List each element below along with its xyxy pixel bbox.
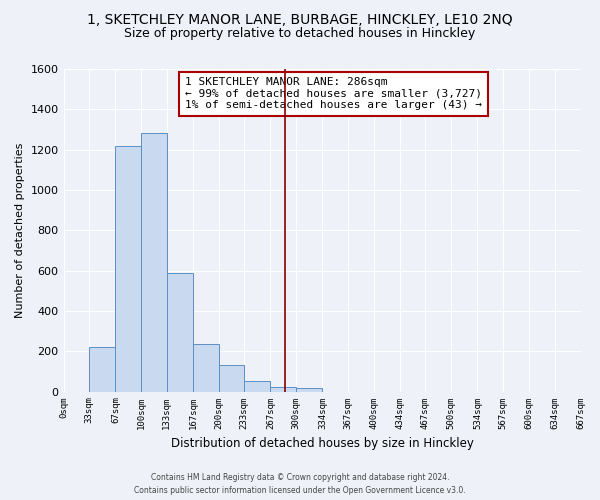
Text: 1, SKETCHLEY MANOR LANE, BURBAGE, HINCKLEY, LE10 2NQ: 1, SKETCHLEY MANOR LANE, BURBAGE, HINCKL… [87, 12, 513, 26]
Bar [244, 382, 271, 392]
Bar [271, 386, 296, 392]
Bar [167, 272, 193, 392]
Bar [115, 146, 141, 392]
Bar [218, 366, 244, 392]
Y-axis label: Number of detached properties: Number of detached properties [15, 142, 25, 318]
Bar [141, 132, 167, 392]
Bar [193, 344, 218, 392]
Text: Size of property relative to detached houses in Hinckley: Size of property relative to detached ho… [124, 28, 476, 40]
Bar [89, 347, 115, 392]
X-axis label: Distribution of detached houses by size in Hinckley: Distribution of detached houses by size … [170, 437, 473, 450]
Bar [296, 388, 322, 392]
Text: Contains HM Land Registry data © Crown copyright and database right 2024.
Contai: Contains HM Land Registry data © Crown c… [134, 473, 466, 495]
Text: 1 SKETCHLEY MANOR LANE: 286sqm
← 99% of detached houses are smaller (3,727)
1% o: 1 SKETCHLEY MANOR LANE: 286sqm ← 99% of … [185, 77, 482, 110]
